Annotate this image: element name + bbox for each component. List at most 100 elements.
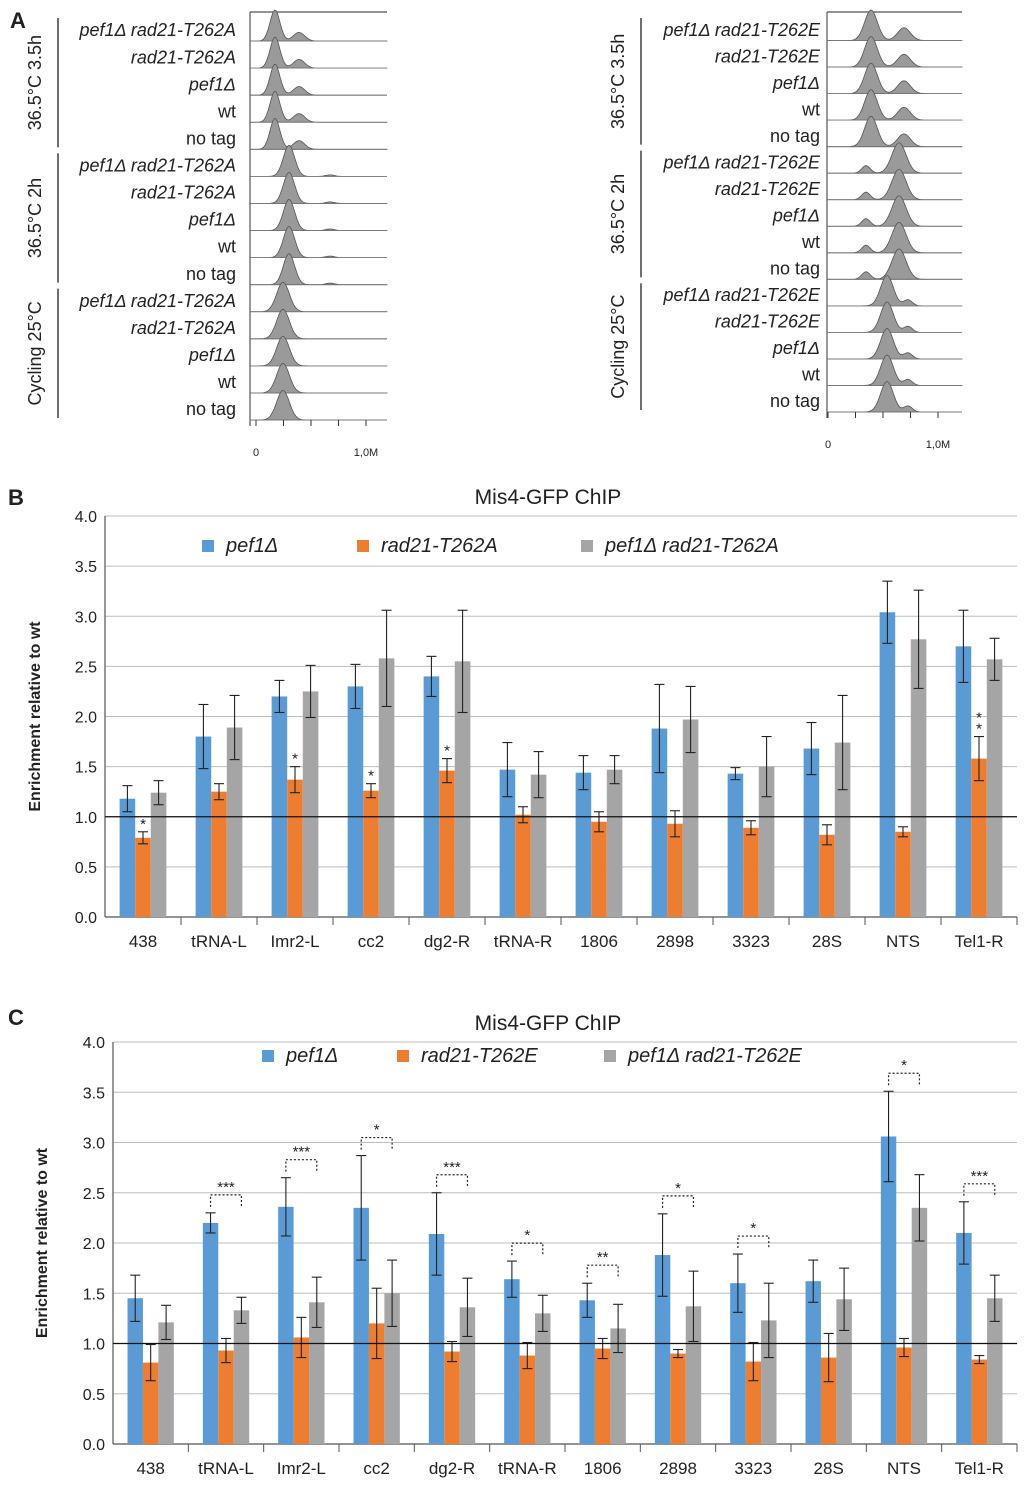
y-axis-label: Enrichment relative to wt bbox=[34, 1147, 51, 1338]
bar-orange bbox=[287, 779, 303, 917]
flow-group-label: 36.5°C 2h bbox=[608, 174, 628, 254]
bar-gray bbox=[986, 659, 1003, 917]
x-tick-label: 2898 bbox=[659, 1459, 697, 1478]
bar-blue bbox=[271, 696, 288, 917]
bar-orange bbox=[293, 1337, 310, 1444]
flow-histogram bbox=[826, 248, 963, 280]
significance-bracket bbox=[887, 1072, 921, 1086]
flow-histogram bbox=[249, 118, 388, 150]
flow-row-label: pef1Δ rad21-T262E bbox=[662, 20, 821, 40]
flow-tick-label: 0 bbox=[825, 439, 831, 451]
y-tick-label: 1.0 bbox=[83, 1337, 105, 1354]
x-tick-label: 3323 bbox=[734, 1459, 772, 1478]
significance-label: * bbox=[140, 816, 146, 833]
flow-row-label: no tag bbox=[770, 126, 820, 146]
y-tick-label: 4.0 bbox=[75, 509, 97, 526]
x-tick-label: cc2 bbox=[363, 1459, 389, 1478]
significance-bracket bbox=[511, 1242, 544, 1256]
flow-histogram bbox=[826, 115, 963, 148]
bar-gray bbox=[459, 1307, 476, 1444]
significance-label: * bbox=[976, 710, 982, 727]
bar-orange bbox=[218, 1350, 234, 1444]
flow-row-label: wt bbox=[801, 99, 820, 119]
bar-orange bbox=[363, 790, 379, 917]
flow-histogram bbox=[826, 89, 963, 121]
flow-panel-left: pef1Δ rad21-T262A rad21-T262A pef1Δ wt no ta… bbox=[25, 9, 388, 459]
panel-letter-c: C bbox=[8, 1005, 24, 1030]
y-tick-label: 1.5 bbox=[83, 1286, 105, 1303]
panel-letter-a: A bbox=[10, 8, 26, 33]
bar-blue bbox=[195, 736, 212, 917]
chart-b: Mis4-GFP ChIP Enrichment relative to wt 0.… bbox=[27, 486, 1018, 951]
flow-row-label: wt bbox=[801, 365, 820, 385]
flow-row-label: no tag bbox=[186, 128, 236, 148]
flow-row-label: pef1Δ bbox=[188, 210, 236, 230]
bar-gray bbox=[309, 1302, 325, 1444]
bar-blue bbox=[803, 748, 820, 917]
bar-blue bbox=[499, 769, 516, 917]
bar-orange bbox=[135, 837, 151, 917]
bar-orange bbox=[670, 1353, 686, 1444]
x-tick-label: Tel1-R bbox=[955, 1459, 1004, 1478]
flow-row-label: rad21-T262A bbox=[131, 318, 236, 338]
flow-histogram bbox=[826, 36, 963, 68]
bar-gray bbox=[233, 1310, 250, 1444]
y-tick-label: 2.0 bbox=[75, 710, 97, 727]
flow-tick-label: 0 bbox=[253, 447, 259, 459]
bar-blue bbox=[879, 612, 896, 917]
bar-blue bbox=[956, 1232, 972, 1444]
significance-bracket bbox=[963, 1183, 996, 1196]
x-tick-label: 438 bbox=[129, 932, 157, 951]
y-tick-label: 1.5 bbox=[75, 760, 97, 777]
flow-row-label: pef1Δ bbox=[772, 73, 820, 93]
bar-blue bbox=[579, 1300, 595, 1444]
x-tick-label: NTS bbox=[886, 932, 920, 951]
flow-tick-label: 1,0M bbox=[926, 439, 950, 451]
flow-row-label: no tag bbox=[186, 399, 236, 419]
bar-orange bbox=[519, 1355, 536, 1444]
significance-label: *** bbox=[293, 1144, 311, 1161]
y-tick-label: 0.5 bbox=[75, 860, 97, 877]
bar-gray bbox=[158, 1322, 174, 1444]
x-tick-label: 438 bbox=[136, 1459, 164, 1478]
significance-bracket bbox=[209, 1194, 243, 1207]
legend-swatch-gray bbox=[581, 540, 593, 552]
flow-row-label: wt bbox=[217, 372, 236, 392]
legend-swatch-blue bbox=[262, 1050, 274, 1062]
flow-row-label: pef1Δ rad21-T262A bbox=[78, 156, 236, 176]
x-tick-label: tRNA-L bbox=[198, 1459, 254, 1478]
significance-label: * bbox=[750, 1220, 756, 1237]
bar-blue bbox=[880, 1136, 897, 1444]
flow-histogram bbox=[249, 253, 388, 286]
bar-blue bbox=[353, 1207, 369, 1444]
bar-gray bbox=[606, 769, 623, 917]
x-tick-label: 3323 bbox=[732, 932, 770, 951]
flow-histogram bbox=[249, 281, 388, 313]
flow-histogram bbox=[250, 144, 387, 177]
bar-blue bbox=[127, 1298, 143, 1444]
flow-row-label: pef1Δ bbox=[188, 74, 236, 94]
bar-orange bbox=[819, 834, 835, 917]
bar-gray bbox=[758, 766, 775, 917]
flow-row-label: rad21-T262A bbox=[131, 47, 236, 67]
flow-histogram bbox=[250, 390, 387, 421]
bar-blue bbox=[202, 1222, 219, 1444]
flow-histogram bbox=[827, 142, 962, 174]
legend-label: pef1Δ bbox=[285, 1045, 338, 1067]
flow-histogram bbox=[826, 274, 963, 307]
bar-blue bbox=[347, 686, 364, 917]
flow-histogram bbox=[827, 221, 962, 254]
flow-histogram bbox=[250, 63, 387, 96]
flow-tick-label: 1,0M bbox=[354, 447, 378, 459]
flow-group-label: 36.5°C 3.5h bbox=[25, 35, 45, 130]
significance-label: * bbox=[374, 1122, 380, 1139]
flow-row-label: pef1Δ bbox=[188, 345, 236, 365]
flow-histogram bbox=[826, 9, 963, 41]
significance-label: *** bbox=[217, 1179, 235, 1196]
significance-label: * bbox=[444, 743, 450, 760]
bar-orange bbox=[820, 1357, 837, 1444]
bar-orange bbox=[591, 821, 607, 917]
y-tick-label: 0.0 bbox=[75, 910, 97, 927]
bar-orange bbox=[971, 1359, 988, 1444]
